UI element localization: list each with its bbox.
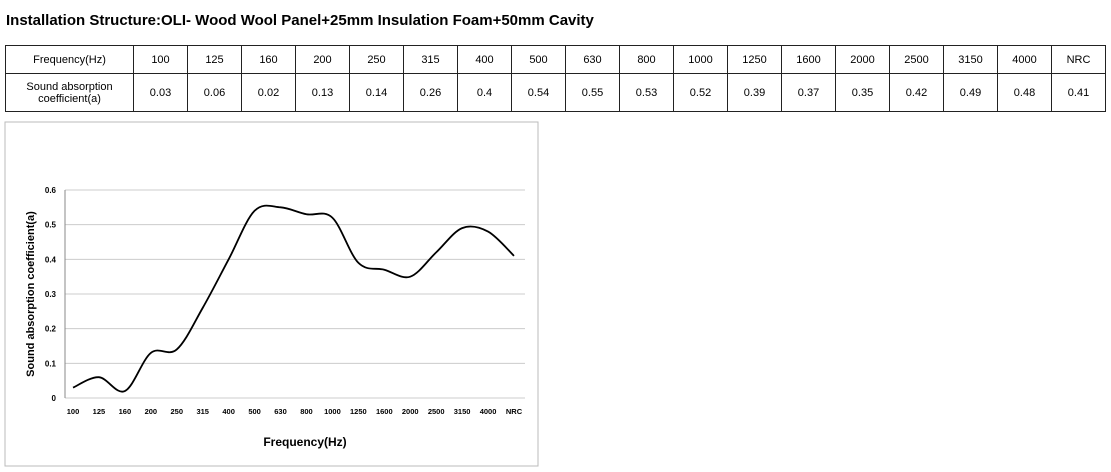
x-tick-label: 4000 bbox=[480, 407, 497, 416]
y-tick-label: 0.4 bbox=[45, 255, 57, 264]
x-tick-label: 1000 bbox=[324, 407, 341, 416]
table-cell: 800 bbox=[619, 45, 674, 74]
table-cell: 100 bbox=[133, 45, 188, 74]
y-tick-label: 0.1 bbox=[45, 359, 57, 368]
table-cell: 0.49 bbox=[943, 73, 998, 112]
y-tick-label: 0.2 bbox=[45, 325, 57, 334]
table-cell: 0.41 bbox=[1051, 73, 1106, 112]
x-tick-label: 500 bbox=[248, 407, 261, 416]
x-tick-label: 400 bbox=[222, 407, 235, 416]
data-table: Frequency(Hz) 100 125 160 200 250 315 400 500 630… bbox=[5, 45, 1106, 112]
table-cell: Frequency(Hz) bbox=[5, 45, 134, 74]
table-cell: 0.52 bbox=[673, 73, 728, 112]
table-cell: 315 bbox=[403, 45, 458, 74]
table-cell: 1600 bbox=[781, 45, 836, 74]
x-tick-label: 2500 bbox=[428, 407, 445, 416]
table-cell: 400 bbox=[457, 45, 512, 74]
table-cell: 0.06 bbox=[187, 73, 242, 112]
x-tick-label: 3150 bbox=[454, 407, 471, 416]
table-cell: 0.55 bbox=[565, 73, 620, 112]
table-cell: 2500 bbox=[889, 45, 944, 74]
x-tick-label: 125 bbox=[93, 407, 106, 416]
table-cell: 125 bbox=[187, 45, 242, 74]
x-tick-label: 315 bbox=[196, 407, 209, 416]
data-line bbox=[72, 204, 515, 393]
y-tick-label: 0.5 bbox=[45, 221, 57, 230]
table-cell: 0.35 bbox=[835, 73, 890, 112]
x-tick-label: 2000 bbox=[402, 407, 419, 416]
table-cell: 630 bbox=[565, 45, 620, 74]
x-tick-label: 250 bbox=[171, 407, 184, 416]
table-cell: 0.42 bbox=[889, 73, 944, 112]
y-tick-label: 0.3 bbox=[45, 290, 57, 299]
x-tick-label: NRC bbox=[506, 407, 523, 416]
table-cell: 0.4 bbox=[457, 73, 512, 112]
x-tick-label: 200 bbox=[145, 407, 158, 416]
y-tick-label: 0 bbox=[52, 394, 57, 403]
table-cell: 0.26 bbox=[403, 73, 458, 112]
table-cell: Sound absorption coefficient(a) bbox=[5, 73, 134, 112]
x-tick-label: 1250 bbox=[350, 407, 367, 416]
y-tick-label: 0.6 bbox=[45, 186, 57, 195]
x-tick-label: 630 bbox=[274, 407, 287, 416]
x-tick-label: 100 bbox=[67, 407, 80, 416]
table-row: Sound absorption coefficient(a) 0.03 0.06 0… bbox=[5, 73, 1106, 112]
chart-frame bbox=[4, 121, 539, 467]
table-cell: 0.48 bbox=[997, 73, 1052, 112]
table-cell: 0.54 bbox=[511, 73, 566, 112]
table-cell: 160 bbox=[241, 45, 296, 74]
x-tick-label: 800 bbox=[300, 407, 313, 416]
title: Installation Structure:OLI- Wood Wool Pa… bbox=[6, 12, 594, 29]
y-axis-label: Sound absorption coefficient(a) bbox=[25, 211, 37, 377]
table-cell: NRC bbox=[1051, 45, 1106, 74]
x-tick-label: 1600 bbox=[376, 407, 393, 416]
x-axis-label: Frequency(Hz) bbox=[263, 435, 346, 449]
table-cell: 0.02 bbox=[241, 73, 296, 112]
x-tick-label: 160 bbox=[119, 407, 132, 416]
table-cell: 0.03 bbox=[133, 73, 188, 112]
